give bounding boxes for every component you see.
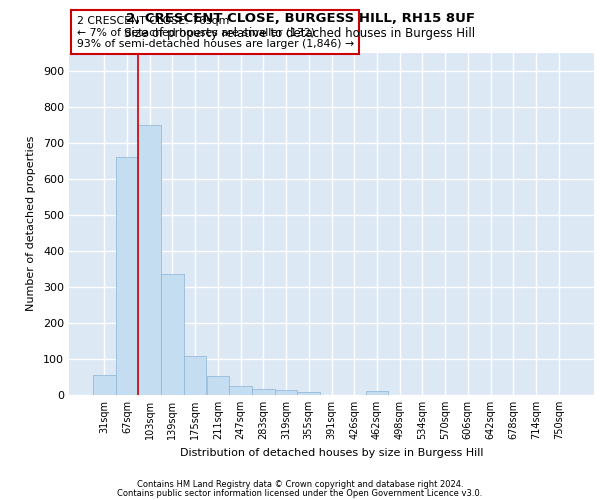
Text: 2 CRESCENT CLOSE: 76sqm
← 7% of detached houses are smaller (132)
93% of semi-de: 2 CRESCENT CLOSE: 76sqm ← 7% of detached… <box>77 16 354 49</box>
Bar <box>206 376 229 395</box>
Bar <box>184 356 206 395</box>
X-axis label: Distribution of detached houses by size in Burgess Hill: Distribution of detached houses by size … <box>180 448 483 458</box>
Bar <box>365 392 388 395</box>
Bar <box>298 392 320 395</box>
Bar <box>139 124 161 395</box>
Bar <box>229 386 252 395</box>
Bar <box>93 375 116 395</box>
Text: 2, CRESCENT CLOSE, BURGESS HILL, RH15 8UF: 2, CRESCENT CLOSE, BURGESS HILL, RH15 8U… <box>125 12 475 26</box>
Y-axis label: Number of detached properties: Number of detached properties <box>26 136 36 312</box>
Text: Contains public sector information licensed under the Open Government Licence v3: Contains public sector information licen… <box>118 488 482 498</box>
Bar <box>275 390 298 395</box>
Text: Contains HM Land Registry data © Crown copyright and database right 2024.: Contains HM Land Registry data © Crown c… <box>137 480 463 489</box>
Bar <box>116 157 139 395</box>
Bar <box>161 274 184 395</box>
Bar <box>252 388 275 395</box>
Text: Size of property relative to detached houses in Burgess Hill: Size of property relative to detached ho… <box>124 28 476 40</box>
